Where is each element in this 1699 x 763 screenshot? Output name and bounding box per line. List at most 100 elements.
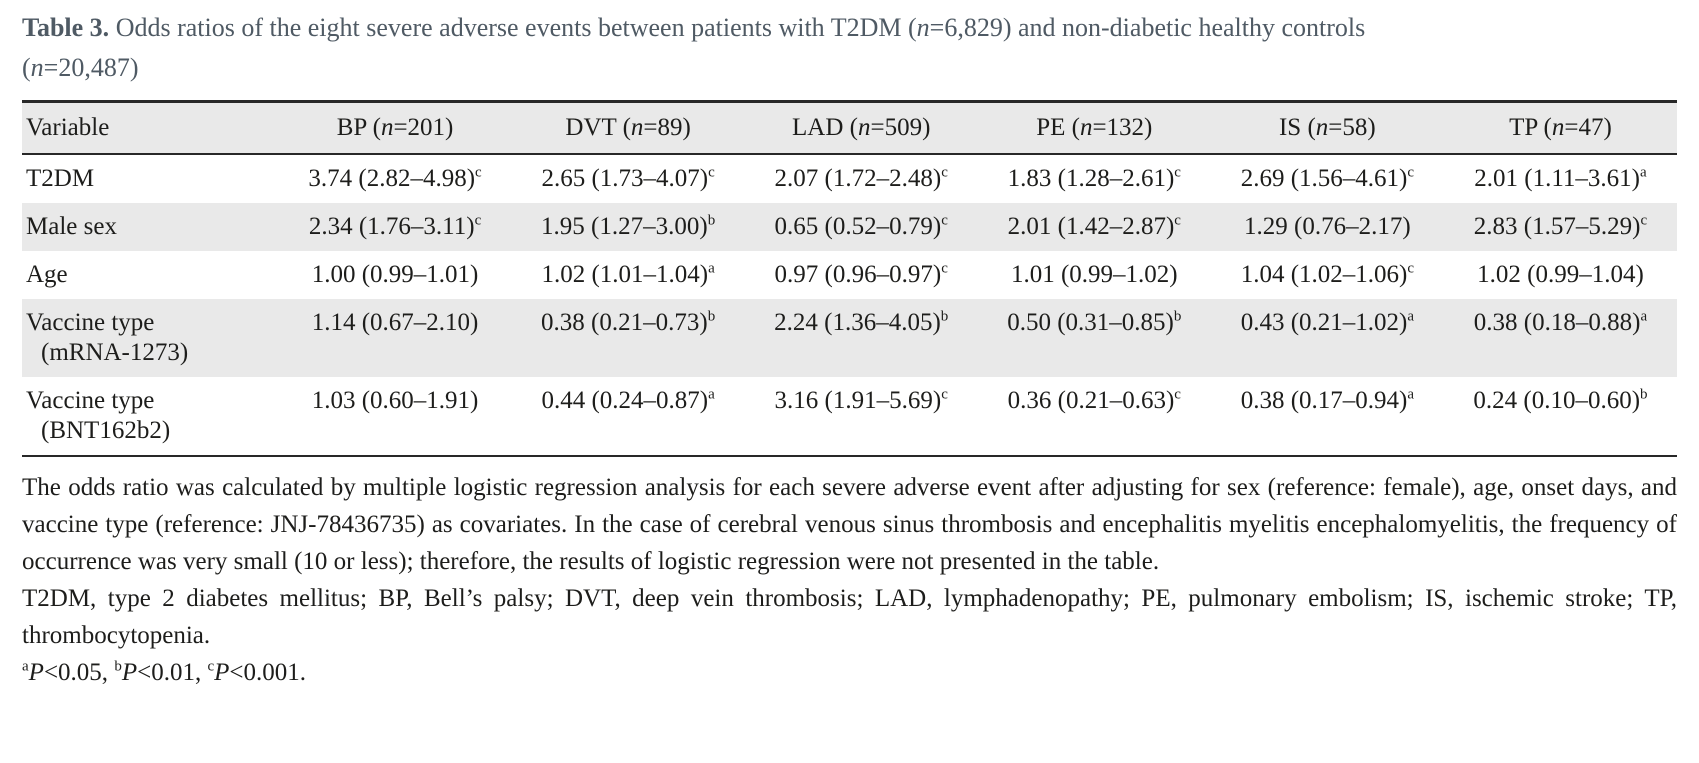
odds-ratio-value: 0.36 (0.21–0.63)	[1007, 387, 1175, 414]
significance-superscript: c	[1174, 164, 1181, 181]
odds-ratio-value: 0.38 (0.18–0.88)	[1473, 309, 1641, 336]
odds-ratio-value: 2.69 (1.56–4.61)	[1240, 165, 1408, 192]
column-header: DVT (n=89)	[511, 100, 745, 155]
text-segment: TP (	[1509, 114, 1552, 141]
column-header-variable: Variable	[22, 100, 279, 155]
text-segment: P	[121, 659, 138, 686]
variable-label: Age	[26, 261, 68, 288]
column-header: LAD (n=509)	[744, 100, 978, 155]
odds-ratio-cell: 0.36 (0.21–0.63)c	[978, 377, 1211, 456]
table-footnotes: The odds ratio was calculated by multipl…	[22, 469, 1677, 691]
odds-ratio-cell: 2.34 (1.76–3.11)c	[279, 203, 512, 251]
text-segment: n	[30, 53, 44, 82]
odds-ratio-cell: 2.01 (1.42–2.87)c	[978, 203, 1211, 251]
text-segment: <0.01,	[137, 659, 208, 686]
odds-ratio-cell: 2.69 (1.56–4.61)c	[1211, 154, 1444, 203]
text-segment: n	[380, 114, 394, 141]
odds-ratio-value: 0.97 (0.96–0.97)	[774, 261, 942, 288]
odds-ratio-value: 1.83 (1.28–2.61)	[1007, 165, 1175, 192]
text-segment: IS (	[1278, 114, 1316, 141]
odds-ratio-value: 2.01 (1.11–3.61)	[1474, 165, 1640, 192]
odds-ratio-value: 1.03 (0.60–1.91)	[311, 387, 479, 414]
odds-ratio-cell: 0.24 (0.10–0.60)b	[1444, 377, 1677, 456]
odds-ratio-value: 1.01 (0.99–1.02)	[1010, 261, 1178, 288]
significance-superscript: c	[1640, 212, 1648, 229]
odds-ratio-cell: 2.07 (1.72–2.48)c	[745, 154, 978, 203]
variable-label: Vaccine type	[26, 309, 155, 336]
odds-ratio-value: 2.83 (1.57–5.29)	[1473, 213, 1641, 240]
odds-ratio-value: 1.14 (0.67–2.10)	[311, 309, 479, 336]
text-segment: BP (	[336, 114, 381, 141]
odds-ratio-value: 3.16 (1.91–5.69)	[774, 387, 942, 414]
odds-ratio-cell: 1.03 (0.60–1.91)	[279, 377, 512, 456]
text-segment: =58)	[1328, 114, 1376, 141]
significance-superscript: c	[475, 164, 482, 181]
text-segment: =201)	[393, 114, 454, 141]
significance-superscript: a	[708, 386, 715, 403]
odds-ratio-cell: 0.44 (0.24–0.87)a	[512, 377, 745, 456]
table-header: Variable BP (n=201) DVT (n=89) LAD (n=509) P…	[22, 100, 1677, 155]
significance-superscript: a	[1407, 308, 1415, 325]
odds-ratio-value: 3.74 (2.82–4.98)	[308, 165, 476, 192]
text-segment: n	[916, 13, 930, 42]
text-segment: n	[1079, 114, 1093, 141]
significance-superscript: c	[474, 212, 482, 229]
text-segment: <0.05,	[43, 659, 115, 686]
column-header: IS (n=58)	[1210, 100, 1444, 155]
odds-ratio-cell: 0.97 (0.96–0.97)c	[745, 251, 978, 299]
odds-ratio-value: 2.65 (1.73–4.07)	[541, 165, 709, 192]
column-header: TP (n=47)	[1443, 100, 1677, 155]
text-segment: =20,487)	[43, 53, 139, 82]
column-header: BP (n=201)	[278, 100, 512, 155]
table-figure: Table 3. Odds ratios of the eight severe…	[22, 8, 1677, 691]
text-segment: n	[1551, 114, 1565, 141]
text-segment: Odds ratios of the eight severe adverse …	[109, 13, 917, 42]
text-segment: P	[28, 659, 44, 686]
text-segment: PE (	[1036, 114, 1080, 141]
odds-ratio-cell: 1.02 (0.99–1.04)	[1444, 251, 1677, 299]
variable-label: Vaccine type	[26, 387, 155, 414]
odds-ratio-value: 1.95 (1.27–3.00)	[541, 213, 708, 240]
odds-ratio-value: 2.07 (1.72–2.48)	[774, 165, 942, 192]
odds-ratio-value: 0.65 (0.52–0.79)	[774, 213, 942, 240]
odds-ratio-value: 0.38 (0.17–0.94)	[1240, 387, 1408, 414]
table-caption: Odds ratios of the eight severe adverse …	[22, 13, 1365, 82]
significance-superscript: c	[1174, 212, 1181, 229]
footnote-significance: aP<0.05, bP<0.01, cP<0.001.	[22, 654, 1677, 691]
odds-ratio-cell: 1.01 (0.99–1.02)	[978, 251, 1211, 299]
table-title: Table 3. Odds ratios of the eight severe…	[22, 8, 1677, 88]
odds-ratio-value: 2.24 (1.36–4.05)	[774, 309, 941, 336]
significance-superscript: a	[1639, 164, 1647, 181]
odds-ratio-cell: 1.02 (1.01–1.04)a	[512, 251, 745, 299]
odds-ratio-cell: 0.50 (0.31–0.85)b	[978, 299, 1211, 377]
table-row: Vaccine type (BNT162b2) 1.03 (0.60–1.91) 0.…	[22, 377, 1677, 456]
odds-ratio-value: 0.43 (0.21–1.02)	[1240, 309, 1408, 336]
significance-superscript: c	[1174, 386, 1181, 403]
odds-ratio-value: 0.50 (0.31–0.85)	[1007, 309, 1174, 336]
significance-superscript: c	[941, 212, 948, 229]
table-number-label: Table 3.	[22, 13, 110, 42]
significance-superscript: a	[708, 260, 715, 277]
odds-ratio-cell: 3.74 (2.82–4.98)c	[279, 154, 512, 203]
column-header: PE (n=132)	[977, 100, 1211, 155]
variable-sublabel: (BNT162b2)	[41, 417, 171, 444]
significance-superscript: c	[1407, 164, 1415, 181]
footnote-methods: The odds ratio was calculated by multipl…	[22, 474, 1677, 575]
odds-ratio-value: 1.00 (0.99–1.01)	[311, 261, 479, 288]
significance-superscript: a	[1640, 308, 1648, 325]
odds-ratio-cell: 2.01 (1.11–3.61)a	[1444, 154, 1677, 203]
odds-ratio-value: 0.38 (0.21–0.73)	[541, 309, 708, 336]
odds-ratio-cell: 0.38 (0.21–0.73)b	[512, 299, 745, 377]
odds-ratio-table: Variable BP (n=201) DVT (n=89) LAD (n=509) P…	[22, 100, 1677, 457]
header-row: Variable BP (n=201) DVT (n=89) LAD (n=509) P…	[22, 100, 1677, 155]
odds-ratio-value: 0.24 (0.10–0.60)	[1473, 387, 1641, 414]
text-segment: n	[1315, 114, 1329, 141]
odds-ratio-cell: 1.29 (0.76–2.17)	[1211, 203, 1444, 251]
odds-ratio-cell: 0.43 (0.21–1.02)a	[1211, 299, 1444, 377]
significance-superscript: b	[707, 308, 716, 325]
odds-ratio-cell: 0.38 (0.18–0.88)a	[1444, 299, 1677, 377]
text-segment: =89)	[643, 114, 691, 141]
odds-ratio-cell: 1.14 (0.67–2.10)	[279, 299, 512, 377]
significance-superscript: c	[941, 164, 948, 181]
significance-superscript: b	[707, 212, 716, 229]
